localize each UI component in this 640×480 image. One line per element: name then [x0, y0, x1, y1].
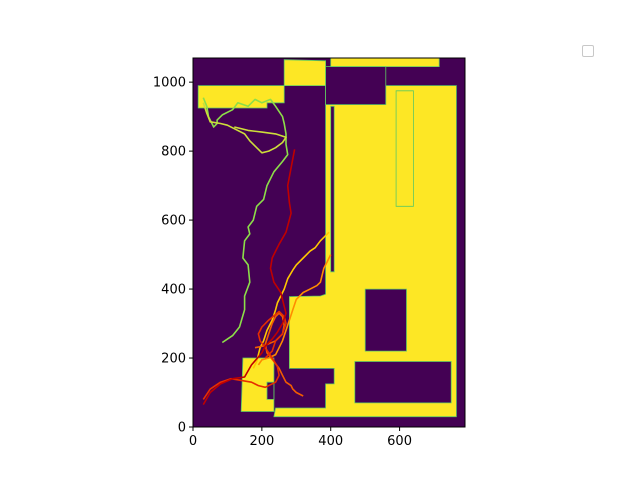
series-layer [202, 97, 332, 405]
obstacle-2 [364, 288, 407, 352]
trajectory-line-0 [202, 97, 289, 344]
obstacle-1 [330, 105, 335, 273]
obstacle-0 [325, 66, 387, 105]
y-tick-label: 400 [161, 283, 186, 298]
x-tick-label: 200 [249, 434, 274, 449]
x-axis: 0 200 400 600 [189, 427, 412, 449]
legend [582, 45, 594, 57]
obstacle-3 [354, 361, 452, 404]
free-space-region-3 [395, 90, 414, 207]
y-tick-label: 800 [161, 145, 186, 160]
free-space-region-1 [330, 57, 440, 67]
x-tick-label: 600 [387, 434, 412, 449]
obstacle-layer [266, 66, 452, 404]
y-tick-label: 600 [161, 214, 186, 229]
map-layer [193, 57, 465, 427]
y-tick-label: 1000 [153, 76, 186, 91]
trajectory-line-6 [202, 149, 296, 405]
axes-frame [192, 57, 466, 428]
trajectory-line-5 [202, 310, 287, 400]
x-tick-label: 0 [189, 434, 197, 449]
y-tick-label: 0 [178, 421, 186, 436]
trajectory-line-1 [202, 102, 287, 154]
trajectory-line-3 [257, 254, 332, 366]
y-tick-label: 200 [161, 352, 186, 367]
y-axis: 0 200 400 600 800 1000 [153, 76, 193, 436]
x-tick-label: 400 [318, 434, 343, 449]
